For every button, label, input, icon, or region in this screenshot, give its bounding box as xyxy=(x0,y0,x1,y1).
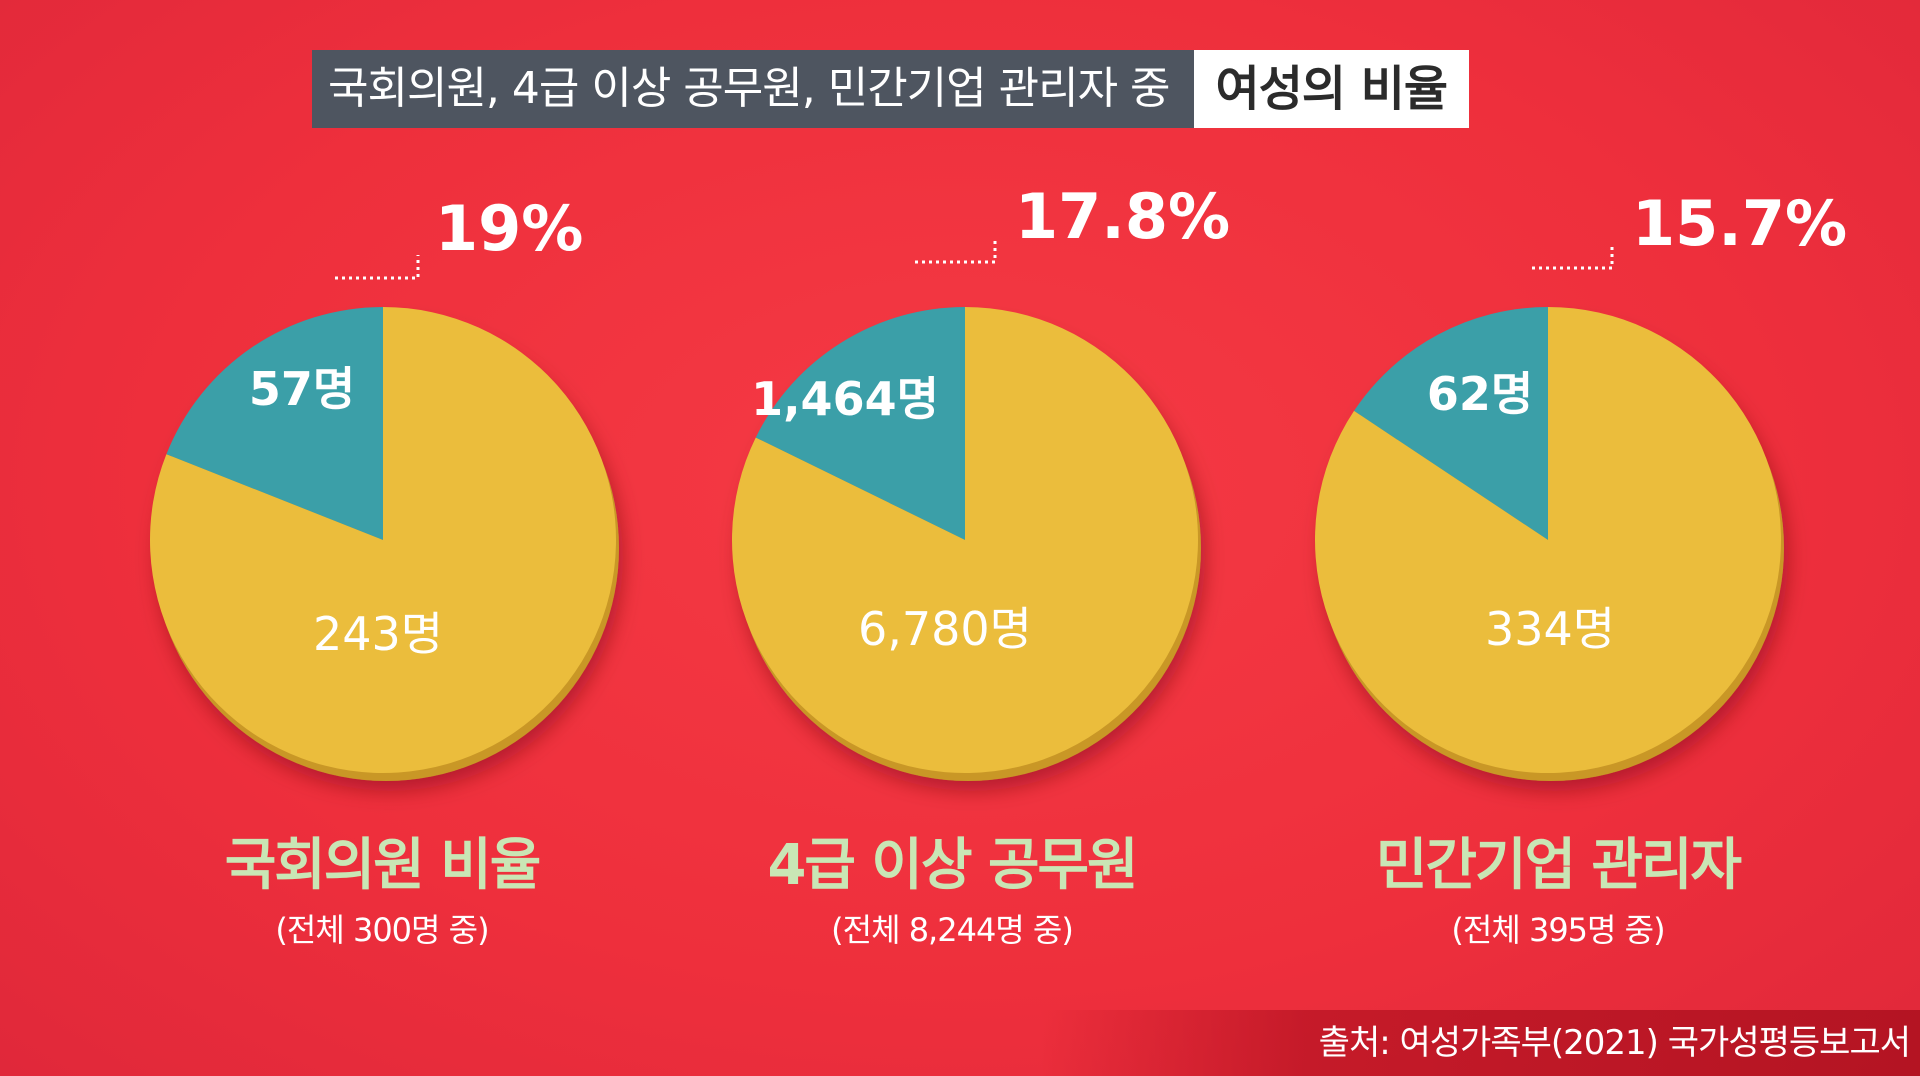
pie-2-leader-line xyxy=(915,240,997,264)
title-right: 여성의 비율 xyxy=(1193,50,1470,128)
pie-3-women-label: 62명 xyxy=(1427,367,1533,421)
pie-2-women-label: 1,464명 xyxy=(751,372,939,426)
pie-3: 62명 334명 15.7% xyxy=(1315,187,1847,781)
title-bar: 국회의원, 4급 이상 공무원, 민간기업 관리자 중 여성의 비율 xyxy=(312,50,1470,128)
source-bar xyxy=(1040,1010,1920,1076)
pie-2-slice-men xyxy=(732,307,1198,774)
title-left: 국회의원, 4급 이상 공무원, 민간기업 관리자 중 xyxy=(312,50,1194,128)
pie-1-women-label: 57명 xyxy=(249,362,355,416)
source-text: 출처: 여성가족부(2021) 국가성평등보고서 xyxy=(1318,1023,1911,1063)
pie-1-leader-line xyxy=(335,255,420,280)
chart-subtitle-3: (전체 395명 중) xyxy=(1451,911,1665,949)
pie-1-slice-men xyxy=(150,307,617,773)
pie-3-slice-men xyxy=(1315,307,1781,774)
pie-1: 57명 243명 19% xyxy=(150,192,619,781)
pie-3-leader-line xyxy=(1532,247,1614,270)
pie-1-men-label: 243명 xyxy=(313,607,443,661)
chart-title-3: 민간기업 관리자 xyxy=(1375,833,1742,898)
pie-2-percent-label: 17.8% xyxy=(1015,180,1230,253)
chart-subtitle-1: (전체 300명 중) xyxy=(275,911,489,949)
pie-3-slice-women xyxy=(1354,307,1548,540)
pie-1-slice-women xyxy=(166,307,383,540)
pie-3-percent-label: 15.7% xyxy=(1632,187,1847,260)
pie-2-men-label: 6,780명 xyxy=(858,602,1032,656)
pie-2-slice-women xyxy=(755,307,965,540)
chart-title-2: 4급 이상 공무원 xyxy=(767,833,1138,898)
pie-2: 1,464명 6,780명 17.8% xyxy=(732,180,1230,781)
chart-subtitle-2: (전체 8,244명 중) xyxy=(831,911,1074,949)
pie-1-percent-label: 19% xyxy=(435,192,583,265)
pie-3-men-label: 334명 xyxy=(1485,602,1615,656)
chart-title-1: 국회의원 비율 xyxy=(224,833,542,898)
